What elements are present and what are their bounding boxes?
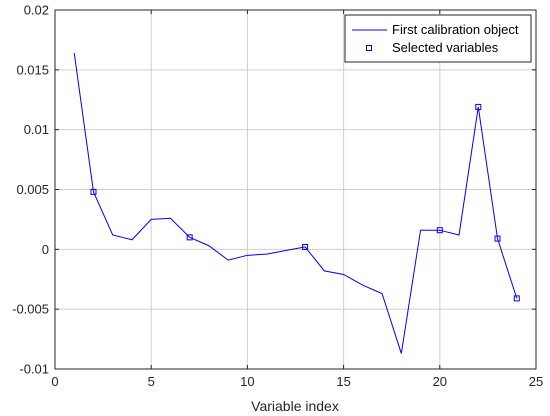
series-layer — [73, 53, 520, 354]
y-tick-label: 0.02 — [24, 3, 49, 18]
y-tick-label: -0.01 — [19, 362, 49, 377]
y-tick-label: 0.01 — [24, 122, 49, 137]
selected-variable-marker — [186, 234, 193, 241]
x-tick-label: 25 — [529, 374, 543, 389]
x-tick-label: 10 — [240, 374, 254, 389]
y-tick-label: 0.005 — [16, 182, 49, 197]
x-tick-label: 15 — [336, 374, 350, 389]
y-tick-label: 0.015 — [16, 62, 49, 77]
legend-box — [344, 14, 532, 63]
x-tick-label: 20 — [433, 374, 447, 389]
plot-frame — [54, 9, 537, 370]
selected-variable-marker — [90, 188, 97, 195]
series-line-first-calibration-object — [73, 53, 518, 354]
legend-label-selected-variables: Selected variables — [392, 40, 499, 55]
selected-variable-marker — [475, 103, 482, 110]
legend: First calibration object Selected variab… — [344, 14, 532, 63]
grid — [55, 10, 536, 369]
legend-label-first-calibration-object: First calibration object — [392, 22, 519, 37]
selected-variable-marker — [513, 295, 520, 302]
x-axis-label: Variable index — [251, 398, 339, 414]
x-tick-label: 0 — [51, 374, 58, 389]
legend-marker-swatch — [366, 45, 372, 51]
y-tick-label: -0.005 — [12, 302, 49, 317]
selected-variable-marker — [436, 227, 443, 234]
y-tick-label: 0 — [42, 242, 49, 257]
selected-variable-marker — [302, 243, 309, 250]
tick-labels: 0 5 10 15 20 25 -0.01 -0.005 0 0.005 0.01 0.015 0.02 — [12, 3, 543, 390]
x-tick-label: 5 — [148, 374, 155, 389]
selected-variable-marker — [494, 235, 501, 242]
